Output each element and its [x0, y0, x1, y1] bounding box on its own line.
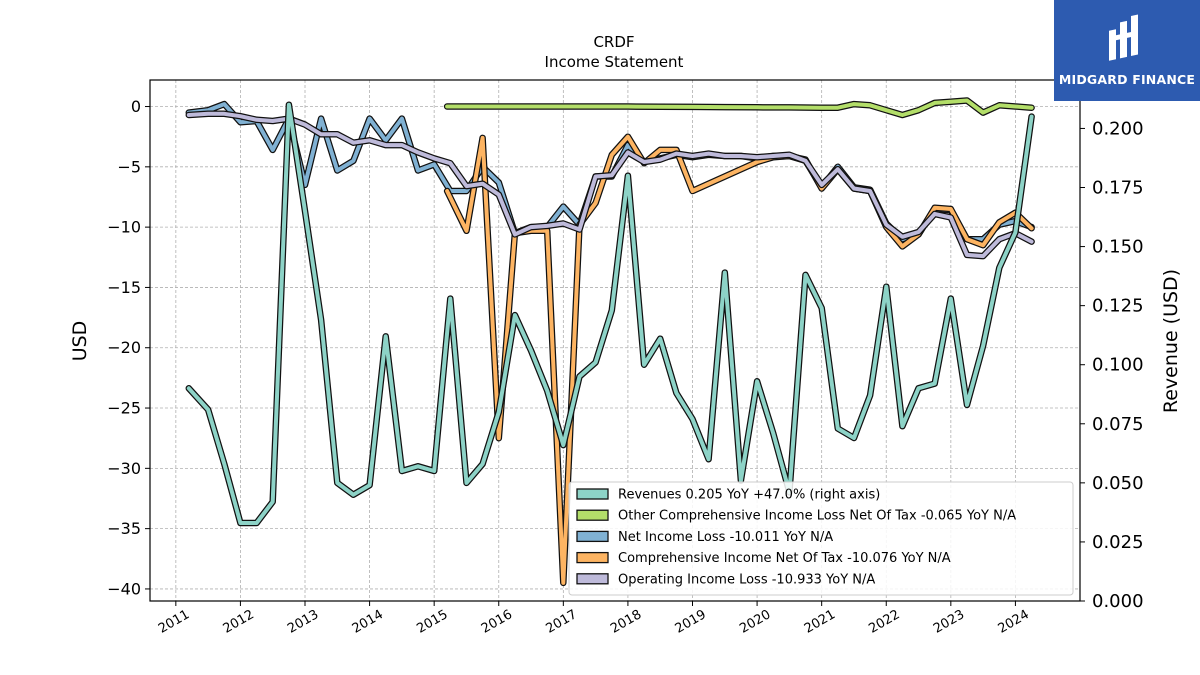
y-tick-label: 0	[131, 97, 141, 116]
series-line	[186, 102, 1034, 242]
y-axis-label-right: Revenue (USD)	[1160, 269, 1182, 413]
series-line-outline	[185, 100, 1035, 243]
legend-swatch	[576, 509, 609, 521]
series-line	[445, 98, 1034, 117]
y-tick-label: −40	[107, 579, 141, 598]
legend-entry: Revenues 0.205 YoY +47.0% (right axis)	[618, 488, 880, 503]
x-tick-label: 2014	[350, 607, 386, 637]
x-tick-label: 2021	[802, 607, 838, 637]
legend-entry: Operating Income Loss -10.933 YoY N/A	[618, 572, 875, 587]
legend-swatch	[576, 551, 609, 564]
y-right-tick-label: 0.050	[1092, 473, 1144, 494]
chart-legend: Revenues 0.205 YoY +47.0% (right axis) Ot…	[568, 481, 1074, 596]
x-tick-label: 2024	[996, 607, 1032, 637]
y-tick-label: −35	[107, 519, 141, 538]
y-tick-label: −5	[117, 157, 141, 176]
x-tick-label: 2020	[737, 607, 773, 637]
x-tick-label: 2019	[673, 607, 709, 637]
x-tick-label: 2017	[544, 607, 580, 637]
x-tick-label: 2013	[285, 607, 321, 637]
x-tick-label: 2018	[608, 607, 644, 637]
plot-frame	[149, 79, 1081, 602]
grid-lines	[150, 80, 1080, 601]
legend-entry: Comprehensive Income Net Of Tax -10.076 …	[618, 551, 951, 566]
legend-entry: Other Comprehensive Income Loss Net Of T…	[618, 509, 1016, 524]
y-tick-label: −30	[107, 459, 141, 478]
x-tick-label: 2011	[156, 607, 192, 637]
left-axis: 0 −5 −10 −15 −20 −25 −30 −35 −40	[107, 97, 150, 598]
series-line	[186, 111, 1034, 259]
series-line	[186, 102, 1034, 525]
series-line	[445, 134, 1034, 585]
legend-entry: Net Income Loss -10.011 YoY N/A	[618, 530, 833, 545]
y-right-tick-label: 0.125	[1092, 296, 1144, 317]
y-axis-label-left: USD	[69, 321, 91, 362]
chart-title: CRDF	[593, 33, 634, 51]
x-tick-label: 2022	[866, 607, 902, 637]
y-right-tick-label: 0.200	[1092, 118, 1144, 139]
brand-name: MIDGARD FINANCE	[1058, 72, 1196, 87]
legend-swatch	[576, 530, 609, 543]
y-tick-label: −25	[107, 399, 141, 418]
brand-logo: MIDGARD FINANCE	[1054, 0, 1200, 101]
legend-swatch	[576, 573, 609, 585]
y-tick-label: −10	[107, 218, 141, 237]
y-right-tick-label: 0.000	[1092, 591, 1144, 612]
x-tick-label: 2012	[221, 607, 257, 637]
x-tick-label: 2015	[414, 607, 450, 637]
right-axis: 0.000 0.025 0.050 0.075 0.100 0.125 0.150 0.175…	[1080, 118, 1144, 612]
x-tick-label: 2023	[931, 607, 967, 637]
y-right-tick-label: 0.100	[1092, 355, 1144, 376]
y-tick-label: −15	[107, 278, 141, 297]
x-axis: 2011 2012 2013 2014 2015 2016 2017 2018 2019 2020…	[156, 601, 1032, 637]
y-right-tick-label: 0.075	[1092, 414, 1144, 435]
legend-swatch	[576, 488, 609, 500]
y-right-tick-label: 0.025	[1092, 532, 1144, 553]
chart-subtitle: Income Statement	[545, 53, 684, 71]
y-right-tick-label: 0.150	[1092, 237, 1144, 258]
legend-box	[568, 481, 1074, 596]
y-tick-label: −20	[107, 338, 141, 357]
series-layer	[185, 97, 1035, 587]
x-tick-label: 2016	[479, 607, 515, 637]
y-right-tick-label: 0.175	[1092, 178, 1144, 199]
midgard-logo-icon	[1103, 8, 1151, 70]
